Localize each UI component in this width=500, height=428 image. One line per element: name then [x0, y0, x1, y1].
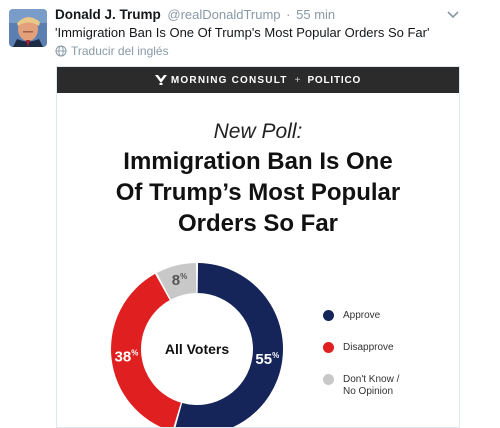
donut-slice-don-t-know-no-opinion: [156, 263, 197, 300]
time-separator: ·: [286, 7, 291, 22]
more-options-button[interactable]: [446, 8, 460, 20]
legend-item: Approve: [323, 310, 380, 322]
translate-label: Traducir del inglés: [71, 44, 169, 58]
legend-label: Approve: [343, 310, 380, 322]
percent-sign: %: [272, 351, 279, 360]
legend-label: Don't Know / No Opinion: [343, 374, 399, 398]
brand-morning-consult: MORNING CONSULT: [170, 74, 288, 86]
legend-label-line: Disapprove: [343, 342, 394, 353]
headline-line: Immigration Ban Is One: [123, 148, 393, 175]
donut-center-label: All Voters: [165, 341, 230, 357]
tweet-header: Donald J. Trump @realDonaldTrump · 55 mi…: [55, 7, 335, 25]
legend-swatch: [323, 310, 334, 321]
headline-line: Of Trump’s Most Popular: [115, 179, 401, 206]
brand-plus: +: [294, 74, 301, 86]
legend-item: Disapprove: [323, 342, 394, 354]
headline-line: Orders So Far: [177, 210, 339, 237]
donut-chart: 55%38%8%All Voters: [111, 263, 283, 427]
legend-label-line: Approve: [343, 310, 381, 321]
timestamp[interactable]: 55 min: [296, 7, 336, 22]
translate-link[interactable]: Traducir del inglés: [55, 44, 169, 58]
morning-consult-logo-icon: [154, 75, 167, 85]
chevron-down-icon: [447, 11, 459, 19]
globe-icon: [55, 45, 67, 57]
author-name[interactable]: Donald J. Trump: [55, 7, 161, 22]
legend-label-line: Don't Know /: [343, 374, 400, 385]
avatar[interactable]: [9, 9, 47, 47]
percent-sign: %: [180, 272, 187, 281]
poll-label: New Poll:: [213, 120, 303, 143]
brand-banner: MORNING CONSULT + POLITICO: [57, 67, 459, 93]
brand-politico: POLITICO: [307, 74, 362, 86]
legend-label: Disapprove: [343, 342, 394, 354]
legend-item: Don't Know / No Opinion: [323, 374, 399, 398]
legend-swatch: [323, 374, 334, 385]
donut-slice-disapprove: [111, 273, 181, 427]
media-card[interactable]: MORNING CONSULT + POLITICO New Poll: Imm…: [56, 66, 460, 428]
legend-swatch: [323, 342, 334, 353]
percent-sign: %: [131, 349, 138, 358]
legend-label-line: No Opinion: [343, 386, 394, 397]
author-handle[interactable]: @realDonaldTrump: [167, 7, 281, 22]
donut-slice-approve: [175, 263, 283, 427]
tweet-text: 'Immigration Ban Is One Of Trump's Most …: [55, 25, 430, 40]
